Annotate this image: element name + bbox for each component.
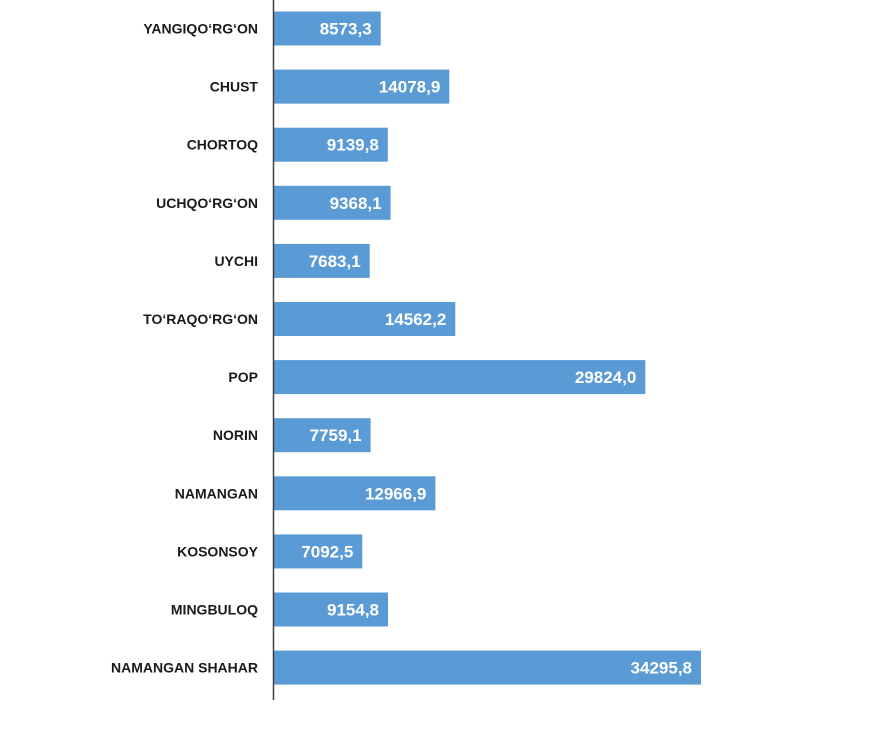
bar-8 xyxy=(274,476,436,511)
category-label: UYCHI xyxy=(214,253,258,269)
category-label: KOSONSOY xyxy=(177,543,259,559)
bar-3 xyxy=(274,185,391,220)
bar-4 xyxy=(274,243,370,278)
bar-10 xyxy=(274,592,388,627)
category-label: NAMANGAN SHAHAR xyxy=(111,660,258,676)
category-label: NAMANGAN xyxy=(175,485,258,501)
value-label: 8573,3 xyxy=(320,20,372,39)
value-label: 14562,2 xyxy=(385,310,446,329)
bar-0 xyxy=(274,11,381,46)
category-label: NORIN xyxy=(213,427,258,443)
category-label: TO‘RAQO‘RG‘ON xyxy=(143,311,258,327)
bar-5 xyxy=(274,302,456,336)
value-label: 9368,1 xyxy=(330,194,382,213)
value-label: 29824,0 xyxy=(575,368,636,387)
value-label: 34295,8 xyxy=(631,659,692,678)
value-label: 14078,9 xyxy=(379,78,440,97)
value-label: 7683,1 xyxy=(309,252,361,271)
category-label: CHUST xyxy=(210,79,259,95)
bar-9 xyxy=(274,534,363,569)
value-label: 9139,8 xyxy=(327,136,379,155)
value-label: 12966,9 xyxy=(365,484,426,503)
value-label: 7759,1 xyxy=(310,426,362,445)
value-label: 7092,5 xyxy=(301,542,353,561)
category-label: UCHQO‘RG‘ON xyxy=(156,195,258,211)
category-label: MINGBULOQ xyxy=(171,602,258,618)
category-label: YANGIQO‘RG‘ON xyxy=(143,21,258,37)
labels-layer: YANGIQO‘RG‘ON 8573,3 CHUST 14078,9 CHORTOQ 91… xyxy=(111,20,692,678)
bar-6 xyxy=(274,360,646,395)
bars-layer xyxy=(274,11,701,685)
bar-1 xyxy=(274,69,450,104)
category-label: CHORTOQ xyxy=(187,137,258,153)
bar-11 xyxy=(274,650,701,685)
bar-7 xyxy=(274,418,371,453)
category-label: POP xyxy=(228,369,258,385)
value-label: 9154,8 xyxy=(327,601,379,620)
bar-2 xyxy=(274,127,388,162)
